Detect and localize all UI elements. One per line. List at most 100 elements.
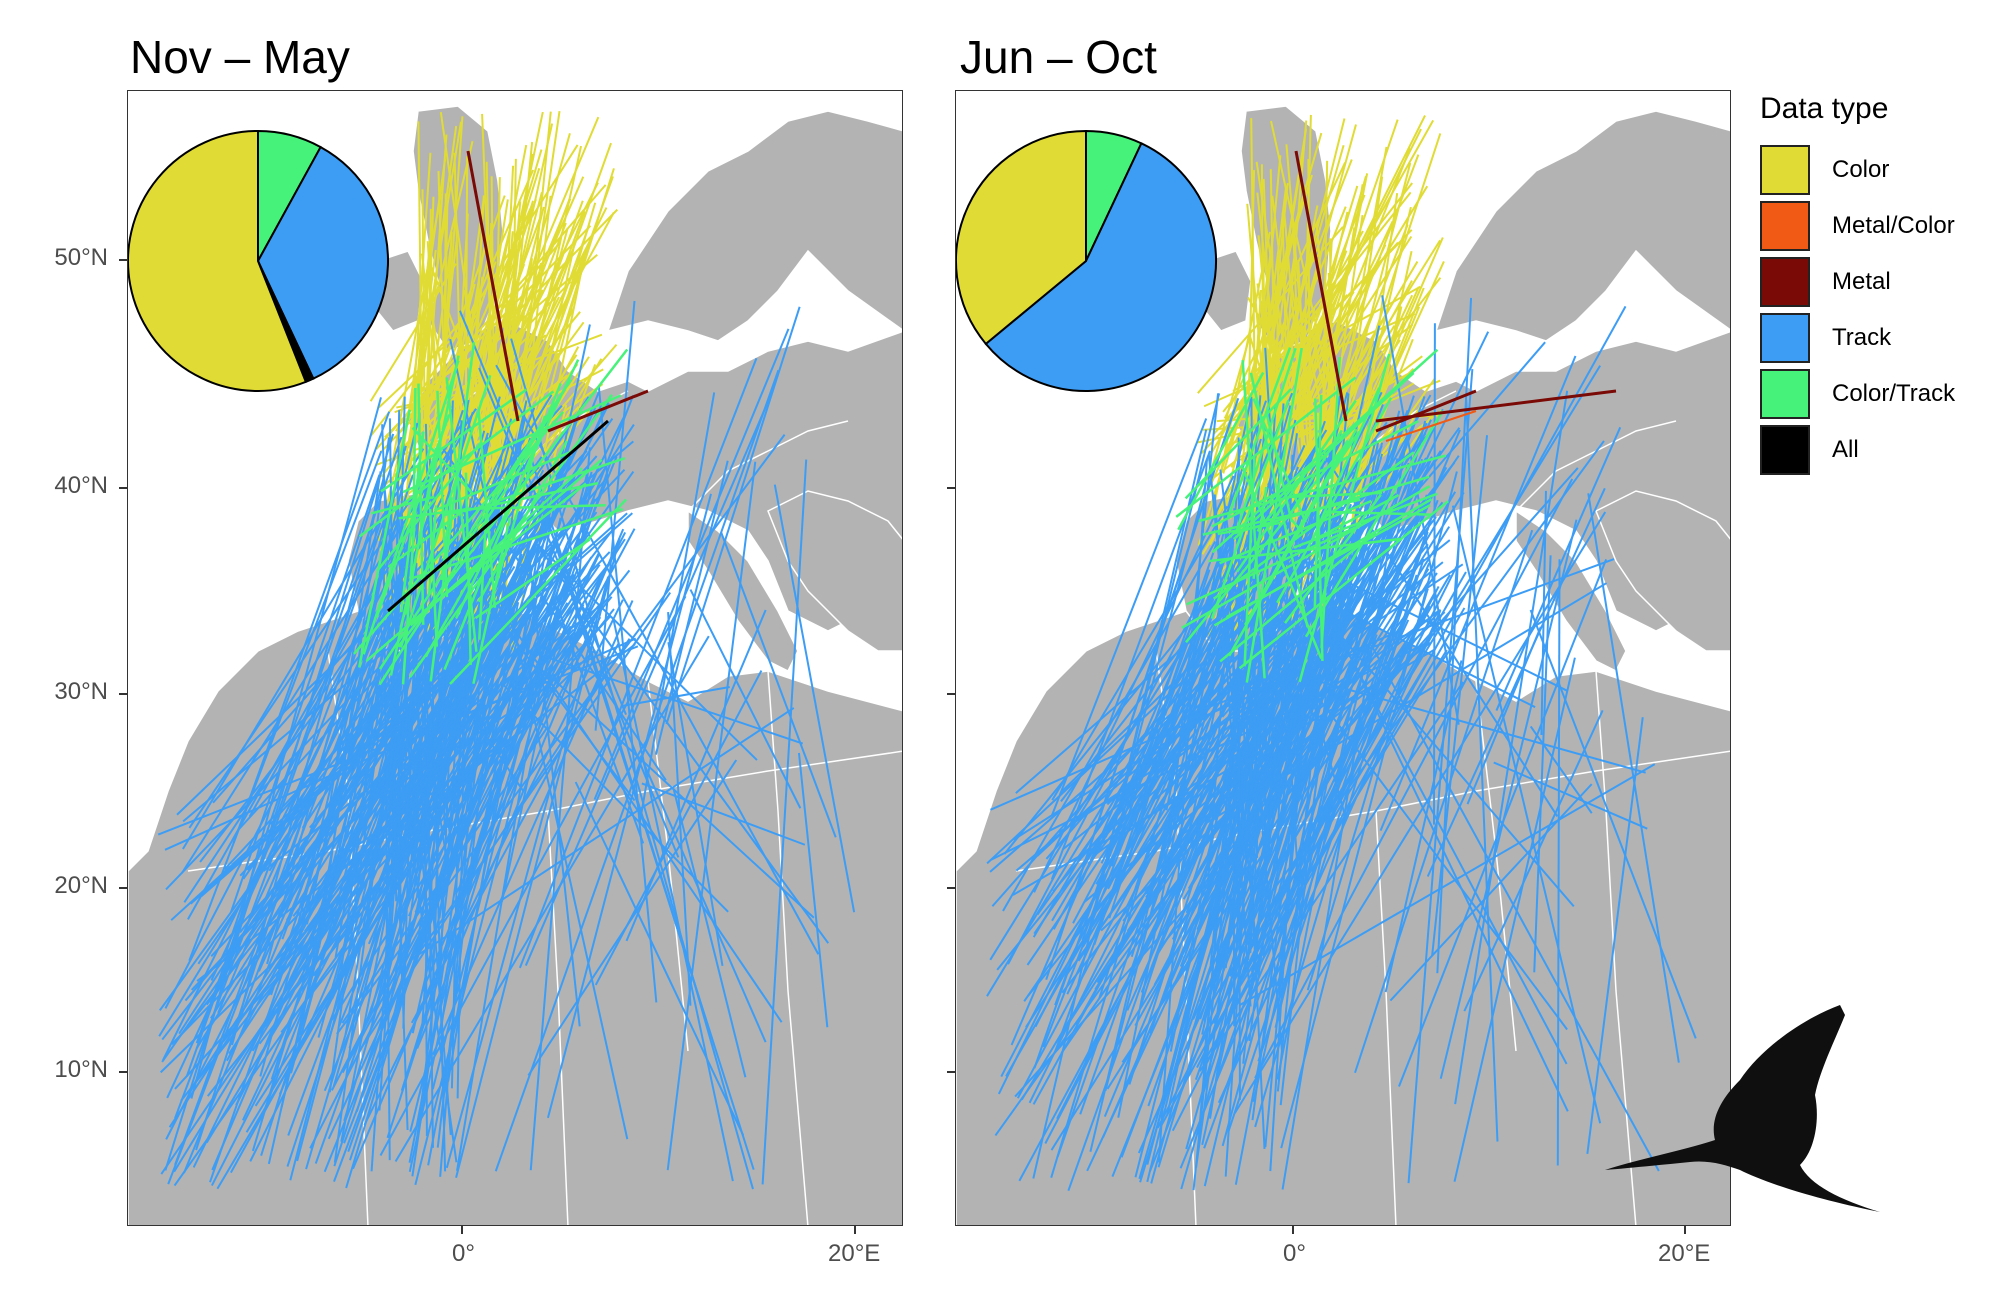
track-line <box>1095 504 1320 885</box>
track-line <box>279 528 614 966</box>
track-line <box>1426 487 1606 877</box>
track-line <box>667 612 692 1006</box>
track-line <box>1205 607 1466 1060</box>
track-line <box>1238 763 1656 1007</box>
land-area <box>606 110 902 342</box>
track-line <box>439 537 508 1034</box>
track-line <box>449 338 629 1140</box>
track-line <box>1493 761 1648 830</box>
track-line <box>1439 519 1578 1079</box>
track-line <box>164 433 395 1171</box>
track-line <box>464 472 472 665</box>
track-line <box>309 476 609 829</box>
track-line <box>1181 485 1431 629</box>
track-line <box>477 409 497 608</box>
track-line <box>428 509 439 647</box>
track-line <box>210 543 415 981</box>
track-line <box>1226 347 1292 518</box>
track-line <box>1529 725 1593 814</box>
track-line <box>1205 582 1608 824</box>
track-line <box>1398 559 1608 1087</box>
pie-slice <box>984 142 1217 392</box>
track-line <box>379 595 687 1156</box>
track-line <box>357 409 411 668</box>
track-line <box>356 706 520 813</box>
y-tick-label: 40°N <box>54 472 108 499</box>
track-line <box>1454 390 1569 1105</box>
track-line <box>638 392 716 825</box>
track-line <box>409 467 583 627</box>
track-line <box>773 484 856 913</box>
legend-item: Track <box>1760 310 1955 366</box>
track-line <box>1241 561 1444 726</box>
legend-label: Color/Track <box>1832 380 1956 407</box>
legend-label: Metal <box>1832 268 1891 295</box>
track-line <box>368 316 465 438</box>
track-line <box>1175 376 1357 518</box>
track-line <box>997 450 1315 1095</box>
track-line <box>343 395 635 1144</box>
track-line <box>399 374 492 648</box>
track-line <box>1533 555 1552 973</box>
track-line <box>1310 305 1627 873</box>
track-line <box>1219 529 1379 663</box>
track-line <box>455 359 580 619</box>
track-line <box>1207 454 1259 958</box>
track-line <box>423 588 428 1137</box>
legend-title: Data type <box>1760 92 1889 125</box>
track-line <box>1236 634 1355 874</box>
track-line <box>1212 451 1415 600</box>
track-line <box>1273 544 1569 692</box>
track-line <box>1354 529 1534 1074</box>
track-line <box>1238 500 1449 670</box>
movement-lines <box>157 111 856 1190</box>
track-line <box>494 369 780 1172</box>
y-tick-label: 50°N <box>54 244 108 271</box>
track-line <box>625 609 767 942</box>
legend-item: Color <box>1760 142 1955 198</box>
track-line <box>266 445 407 965</box>
legend-item: Metal/Color <box>1760 198 1955 254</box>
country-border <box>547 810 569 1225</box>
track-line <box>593 328 790 801</box>
track-line <box>1556 559 1561 1166</box>
track-line <box>761 459 808 1185</box>
legend-label: Color <box>1832 156 1890 183</box>
legend-item: Metal <box>1760 254 1955 310</box>
track-line <box>401 125 458 527</box>
track-line <box>665 306 801 725</box>
track-line <box>1309 592 1536 709</box>
bird-silhouette-icon <box>1605 1005 1880 1212</box>
track-line <box>1003 602 1208 855</box>
track-line <box>205 599 538 1144</box>
track-line <box>1221 518 1395 1147</box>
track-line <box>478 367 680 858</box>
track-line <box>1154 617 1346 850</box>
track-line <box>1252 458 1399 1103</box>
track-line <box>1122 543 1429 922</box>
legend-swatch <box>1760 313 1810 363</box>
track-line <box>1159 608 1442 949</box>
track-line <box>1002 540 1217 912</box>
track-line <box>339 715 543 858</box>
track-line <box>242 597 488 1121</box>
track-line <box>352 410 565 655</box>
track-line <box>1324 227 1356 414</box>
track-line <box>461 111 544 497</box>
country-border <box>767 670 809 1225</box>
x-tick-label: 0° <box>452 1240 475 1267</box>
track-line <box>1007 511 1247 965</box>
track-line <box>217 601 390 1014</box>
track-line <box>525 531 581 1027</box>
track-line <box>1313 394 1323 610</box>
track-line <box>478 515 488 640</box>
track-line <box>1256 283 1283 450</box>
track-line <box>412 507 624 580</box>
track-line <box>378 443 537 686</box>
track-line <box>1432 323 1436 825</box>
track-line <box>1050 418 1208 816</box>
track-line <box>1252 486 1268 580</box>
track-line <box>1245 347 1303 683</box>
track-line <box>1256 128 1422 456</box>
track-line <box>1586 717 1644 1154</box>
